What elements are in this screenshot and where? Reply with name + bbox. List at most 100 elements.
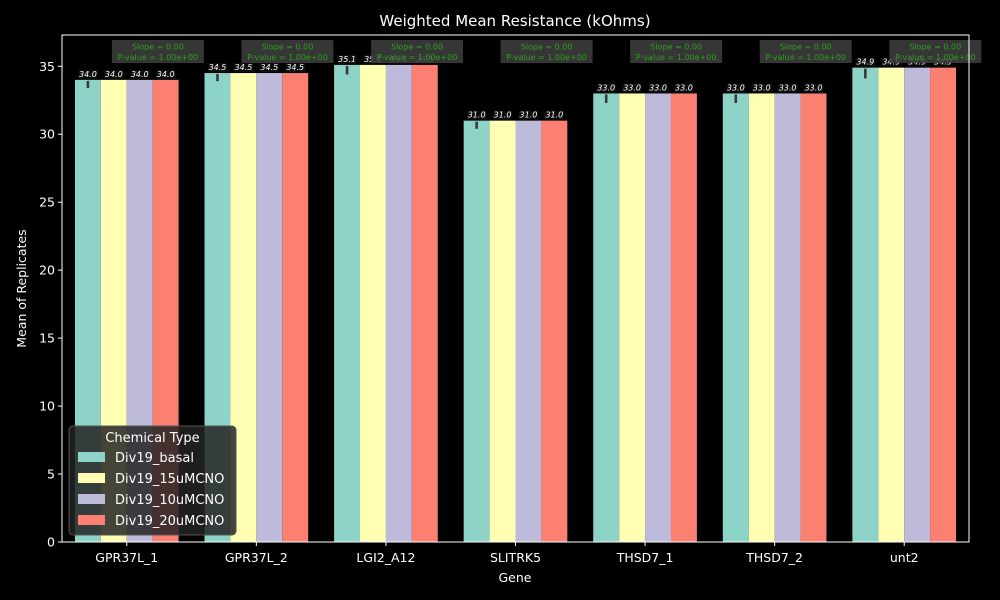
legend-title: Chemical Type <box>105 431 199 446</box>
legend-swatch <box>78 494 105 504</box>
bar-value-label: 31.0 <box>545 111 563 120</box>
bar-Div19_20uMCNO-THSD7_1 <box>670 93 697 542</box>
y-tick-label: 15 <box>39 331 55 346</box>
bar-Div19_10uMCNO-THSD7_2 <box>774 93 801 542</box>
bars-layer <box>74 64 957 543</box>
legend-entry: Div19_20uMCNO <box>115 514 224 529</box>
stat-annotation-box <box>371 40 464 63</box>
bar-value-label-box <box>725 83 746 93</box>
legend-swatch <box>78 473 105 483</box>
bar-value-label-box <box>104 69 124 79</box>
stat-annotation-box <box>111 40 204 63</box>
bar-Div19_20uMCNO-THSD7_2 <box>800 93 827 542</box>
bar-Div19_15uMCNO-THSD7_2 <box>748 93 775 542</box>
bar-Div19_20uMCNO-unt2 <box>930 67 957 543</box>
bar-value-label: 33.0 <box>779 83 797 92</box>
bar-Div19_basal-LGI2_A12 <box>334 64 361 542</box>
bar-Div19_10uMCNO-SLITRK5 <box>515 120 542 543</box>
bar-value-label: 34.0 <box>131 70 149 79</box>
bar-value-label-box <box>855 57 876 67</box>
bar-value-label-box <box>78 69 98 79</box>
bar-value-label-box <box>466 110 487 120</box>
bar-value-label: 31.0 <box>520 111 538 120</box>
bar-value-label-box <box>155 69 176 79</box>
bar-Div19_basal-THSD7_1 <box>593 93 620 542</box>
legend-entry: Div19_basal <box>115 451 194 466</box>
bar-Div19_15uMCNO-unt2 <box>878 67 905 543</box>
bar-value-label: 31.0 <box>494 111 512 120</box>
bar-Div19_15uMCNO-LGI2_A12 <box>360 64 386 542</box>
slope-text: Slope = 0.00 <box>909 43 961 52</box>
bar-value-label-box <box>518 110 539 120</box>
bar-value-label-box <box>259 63 280 73</box>
stat-annotation-box <box>889 40 982 63</box>
stat-annotation-box <box>500 40 593 63</box>
y-tick-label: 0 <box>47 535 55 550</box>
slope-text: Slope = 0.00 <box>650 43 702 52</box>
y-axis: 0 5 10 15 20 25 30 35 <box>39 59 62 550</box>
bar-value-label: 31.0 <box>468 111 486 120</box>
bar-value-label-box <box>207 63 228 73</box>
legend-box <box>68 425 237 536</box>
bar-value-label-box <box>777 83 798 93</box>
bar-value-label: 33.0 <box>753 83 771 92</box>
x-tick-label: GPR37L_1 <box>95 550 158 565</box>
x-tick-label: unt2 <box>890 550 919 565</box>
bar-value-label-box <box>492 110 513 120</box>
bar-value-label-box <box>648 83 668 93</box>
p-value-text: P-value = 1.00e+00 <box>247 53 328 62</box>
bar-value-label-box <box>129 69 150 79</box>
x-tick-label: LGI2_A12 <box>356 550 415 565</box>
bar-value-label-box <box>751 83 772 93</box>
slope-text: Slope = 0.00 <box>780 43 832 52</box>
bar-value-label: 34.9 <box>856 58 874 67</box>
legend-entry: Div19_10uMCNO <box>115 493 224 508</box>
legend: Chemical Type Div19_basal Div19_15uMCNO Div… <box>68 425 237 536</box>
x-axis: GPR37L_1 GPR37L_2 LGI2_A12 SLITRK5 THSD7_1 TH… <box>95 542 919 565</box>
bar-value-label-box <box>544 110 565 120</box>
y-tick-label: 35 <box>39 59 55 74</box>
bar-value-label-box <box>596 83 616 93</box>
bar-Div19_15uMCNO-SLITRK5 <box>489 120 516 543</box>
stat-annotation-box <box>241 40 334 63</box>
bar-value-label: 34.5 <box>234 63 252 72</box>
bar-Div19_20uMCNO-LGI2_A12 <box>411 64 438 542</box>
p-value-text: P-value = 1.00e+00 <box>118 53 199 62</box>
bar-value-label-box <box>285 63 306 73</box>
bar-value-label-box <box>803 83 824 93</box>
bar-value-label: 34.5 <box>260 63 278 72</box>
slope-text: Slope = 0.00 <box>262 43 314 52</box>
p-value-text: P-value = 1.00e+00 <box>506 53 587 62</box>
slope-text: Slope = 0.00 <box>132 43 184 52</box>
bar-Div19_15uMCNO-THSD7_1 <box>619 93 646 542</box>
slope-text: Slope = 0.00 <box>391 43 443 52</box>
bar-value-label-box <box>337 54 357 64</box>
legend-entry: Div19_15uMCNO <box>115 472 224 487</box>
x-axis-label: Gene <box>499 570 532 585</box>
bar-value-label-box <box>233 63 254 73</box>
bar-value-label: 34.5 <box>209 63 227 72</box>
y-tick-label: 25 <box>39 195 55 210</box>
bar-value-label: 34.0 <box>79 70 97 79</box>
stat-annotation-box <box>759 40 852 63</box>
bar-value-label: 35.1 <box>338 55 356 64</box>
bar-value-label-box <box>622 83 642 93</box>
x-tick-label: GPR37L_2 <box>225 550 288 565</box>
legend-swatch <box>78 452 105 462</box>
slope-text: Slope = 0.00 <box>521 43 573 52</box>
bar-value-label: 33.0 <box>675 83 693 92</box>
p-value-text: P-value = 1.00e+00 <box>377 53 458 62</box>
y-axis-label: Mean of Replicates <box>14 229 29 347</box>
bar-value-label: 33.0 <box>597 83 615 92</box>
p-value-text: P-value = 1.00e+00 <box>895 53 976 62</box>
y-tick-label: 10 <box>39 399 55 414</box>
bar-value-label: 34.5 <box>286 63 304 72</box>
y-tick-label: 30 <box>39 127 55 142</box>
bar-Div19_basal-unt2 <box>852 67 879 543</box>
y-tick-label: 5 <box>47 467 55 482</box>
bar-Div19_10uMCNO-LGI2_A12 <box>385 64 412 542</box>
bar-value-label: 33.0 <box>805 83 823 92</box>
bar-Div19_10uMCNO-unt2 <box>904 67 931 543</box>
